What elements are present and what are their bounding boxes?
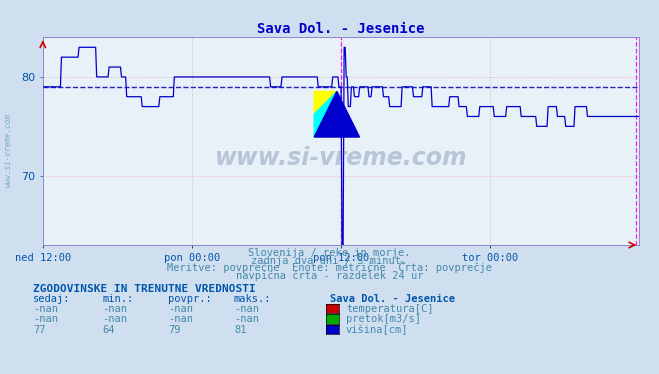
Text: 77: 77 — [33, 325, 45, 335]
Text: -nan: -nan — [168, 315, 193, 324]
Text: Slovenija / reke in morje.: Slovenija / reke in morje. — [248, 248, 411, 258]
Text: -nan: -nan — [102, 304, 127, 314]
Text: pretok[m3/s]: pretok[m3/s] — [346, 315, 421, 324]
Text: navpična črta - razdelek 24 ur: navpična črta - razdelek 24 ur — [236, 270, 423, 280]
Text: Sava Dol. - Jesenice: Sava Dol. - Jesenice — [330, 294, 455, 304]
Text: višina[cm]: višina[cm] — [346, 325, 409, 335]
Polygon shape — [314, 91, 360, 137]
Text: maks.:: maks.: — [234, 294, 272, 304]
Text: www.si-vreme.com: www.si-vreme.com — [3, 113, 13, 187]
Text: 64: 64 — [102, 325, 115, 335]
Text: povpr.:: povpr.: — [168, 294, 212, 304]
Text: -nan: -nan — [33, 315, 58, 324]
Text: Meritve: povprečne  Enote: metrične  Črta: povprečje: Meritve: povprečne Enote: metrične Črta:… — [167, 261, 492, 273]
Text: -nan: -nan — [234, 304, 259, 314]
Text: -nan: -nan — [102, 315, 127, 324]
Text: 81: 81 — [234, 325, 246, 335]
Text: -nan: -nan — [234, 315, 259, 324]
Polygon shape — [314, 91, 337, 114]
Text: ZGODOVINSKE IN TRENUTNE VREDNOSTI: ZGODOVINSKE IN TRENUTNE VREDNOSTI — [33, 284, 256, 294]
Text: sedaj:: sedaj: — [33, 294, 71, 304]
Text: min.:: min.: — [102, 294, 133, 304]
Text: 79: 79 — [168, 325, 181, 335]
Text: temperatura[C]: temperatura[C] — [346, 304, 434, 314]
Text: www.si-vreme.com: www.si-vreme.com — [215, 146, 467, 170]
Text: -nan: -nan — [33, 304, 58, 314]
Text: zadnja dva dni / 5 minut.: zadnja dva dni / 5 minut. — [251, 256, 408, 266]
Text: -nan: -nan — [168, 304, 193, 314]
Polygon shape — [314, 91, 337, 137]
Title: Sava Dol. - Jesenice: Sava Dol. - Jesenice — [257, 22, 425, 36]
